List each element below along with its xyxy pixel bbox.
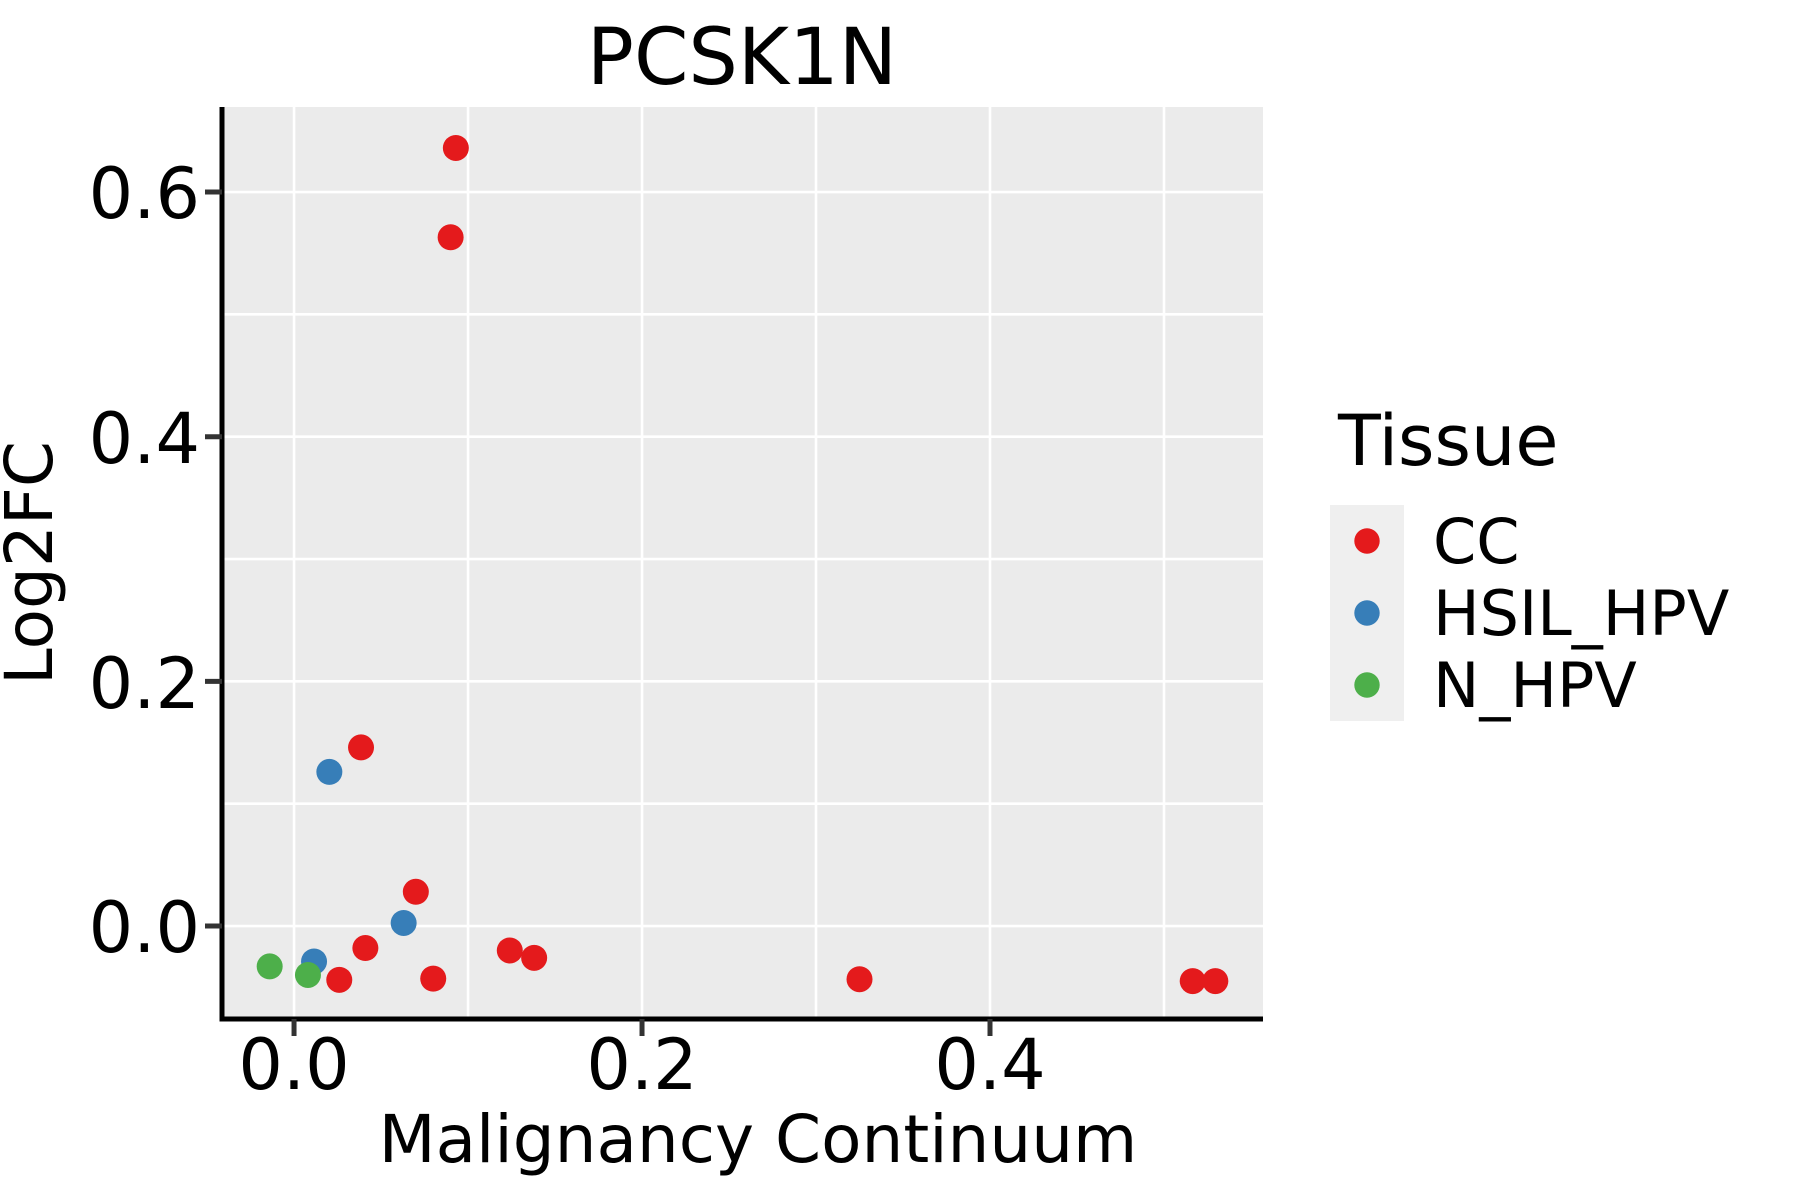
plot-area	[222, 107, 1263, 1019]
legend-label-n-hpv: N_HPV	[1433, 649, 1637, 722]
point-cc	[402, 878, 429, 905]
x-axis-title: Malignancy Continuum	[379, 1101, 1138, 1178]
point-cc	[352, 935, 379, 962]
x-tick-label-0: 0.0	[238, 1024, 349, 1106]
point-cc	[521, 944, 548, 971]
legend-marker-hsil-hpv	[1354, 600, 1380, 626]
y-tick-label-2: 0.4	[89, 398, 200, 480]
point-n_hpv	[294, 961, 321, 988]
plot-title: PCSK1N	[587, 13, 897, 103]
legend-label-hsil-hpv: HSIL_HPV	[1433, 577, 1729, 650]
legend-marker-n-hpv	[1354, 672, 1380, 698]
point-hsil_hpv	[390, 909, 417, 936]
axis-tick-marks	[205, 189, 993, 1036]
y-tick-label-3: 0.6	[89, 153, 200, 235]
gridlines	[222, 107, 1263, 1019]
x-tick-label-1: 0.2	[586, 1024, 697, 1106]
legend-title: Tissue	[1337, 400, 1558, 482]
point-cc	[326, 966, 353, 993]
point-cc	[348, 734, 375, 761]
point-cc	[1202, 968, 1229, 995]
point-cc	[1179, 968, 1206, 995]
x-tick-label-2: 0.4	[934, 1024, 1045, 1106]
y-axis-title: Log2FC	[0, 441, 68, 685]
point-cc	[420, 965, 447, 992]
point-cc	[846, 966, 873, 993]
point-cc	[437, 224, 464, 251]
y-tick-label-1: 0.2	[89, 643, 200, 725]
legend-marker-cc	[1354, 528, 1380, 554]
point-n_hpv	[256, 953, 283, 980]
y-tick-label-0: 0.0	[89, 887, 200, 969]
point-cc	[496, 937, 523, 964]
point-hsil_hpv	[316, 758, 343, 785]
legend: Tissue CC HSIL_HPV N_HPV	[1330, 400, 1729, 722]
data-points	[256, 134, 1229, 995]
legend-label-cc: CC	[1433, 505, 1520, 578]
point-cc	[442, 134, 469, 161]
